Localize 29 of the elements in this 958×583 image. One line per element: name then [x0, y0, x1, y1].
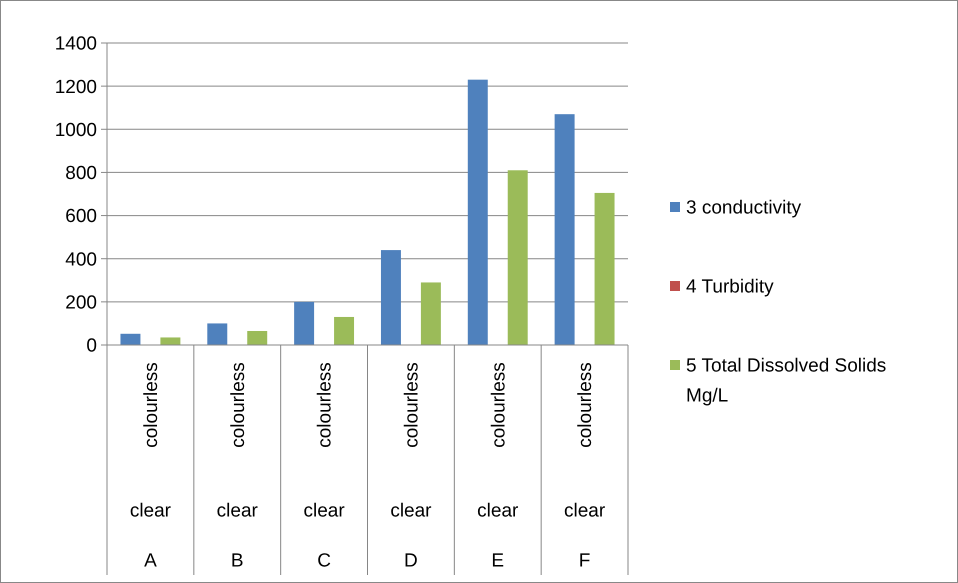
legend-label: 3 conductivity [686, 198, 802, 219]
bar [468, 80, 488, 345]
bar [508, 170, 528, 345]
y-tick-label: 800 [65, 163, 97, 184]
legend-label: 4 Turbidity [686, 276, 774, 298]
bar [207, 323, 228, 345]
bar [120, 334, 140, 345]
bar [247, 330, 268, 345]
category-label: colourless clear C [303, 362, 345, 572]
category-label: colourless clear E [477, 362, 518, 572]
bar [554, 114, 575, 345]
y-tick-label: 1400 [54, 34, 97, 55]
y-tick-label: 1000 [54, 120, 97, 141]
bar [160, 337, 180, 345]
bar [420, 282, 441, 345]
category-label: colourless clear A [130, 362, 172, 572]
y-tick-label: 600 [65, 206, 97, 228]
bar [294, 302, 314, 345]
bar [334, 316, 354, 345]
bar [594, 192, 615, 345]
category-label: colourless clear D [390, 362, 432, 572]
y-tick-label: 200 [65, 292, 97, 314]
y-tick-label: 0 [86, 336, 97, 357]
category-label: colourless clear B [216, 362, 258, 572]
category-label: colourless clear F [564, 362, 606, 572]
bar [380, 250, 401, 345]
y-tick-label: 1200 [54, 76, 97, 98]
y-tick-label: 400 [65, 249, 97, 270]
legend-label: 5 Total Dissolved Solids Mg/L [686, 356, 886, 407]
